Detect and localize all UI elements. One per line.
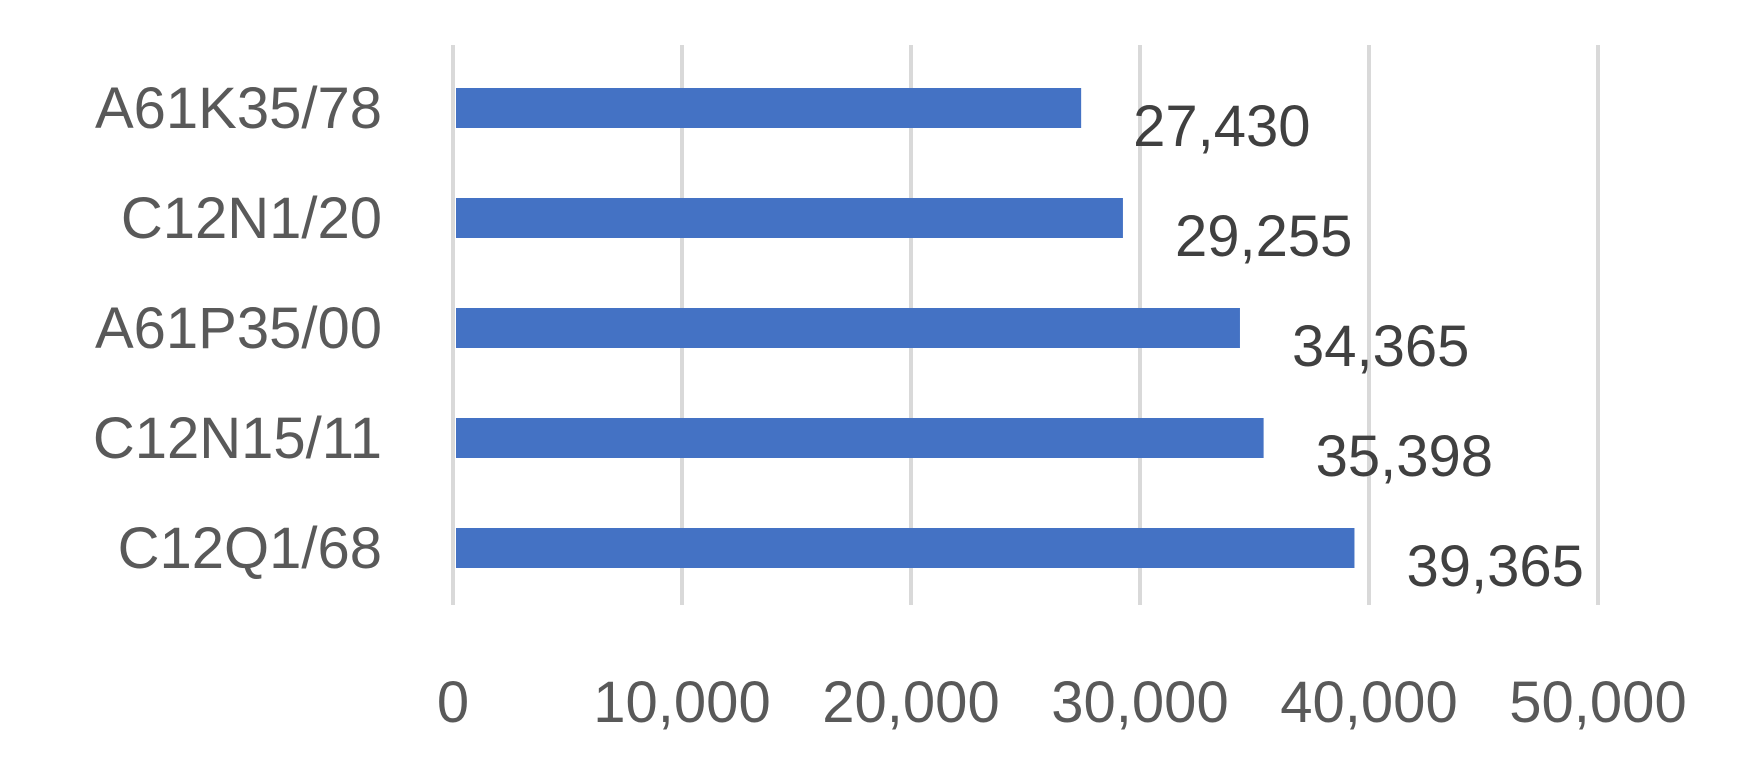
x-tick-label: 10,000 [593,670,770,735]
category-label: A61K35/78 [95,76,382,141]
bar [456,418,1264,458]
x-tick-label: 30,000 [1051,670,1228,735]
bar-layer [456,88,1355,568]
bar [456,198,1123,238]
x-tick-label: 20,000 [822,670,999,735]
category-label: C12N1/20 [121,186,382,251]
category-label: C12Q1/68 [118,516,382,581]
data-label: 29,255 [1175,204,1352,269]
bar [456,88,1082,128]
data-label: 34,365 [1292,314,1469,379]
category-label: A61P35/00 [95,296,382,361]
data-label: 39,365 [1406,534,1583,599]
bar [456,528,1355,568]
data-label: 35,398 [1316,424,1493,489]
x-tick-label: 40,000 [1280,670,1457,735]
x-tick-label: 50,000 [1509,670,1686,735]
category-label: C12N15/11 [93,406,382,471]
x-tick-label: 0 [437,670,469,735]
data-label: 27,430 [1133,94,1310,159]
label-layer: 0 10,000 20,000 30,000 40,000 50,000 A61K35/78… [93,76,1687,735]
bar [456,308,1240,348]
